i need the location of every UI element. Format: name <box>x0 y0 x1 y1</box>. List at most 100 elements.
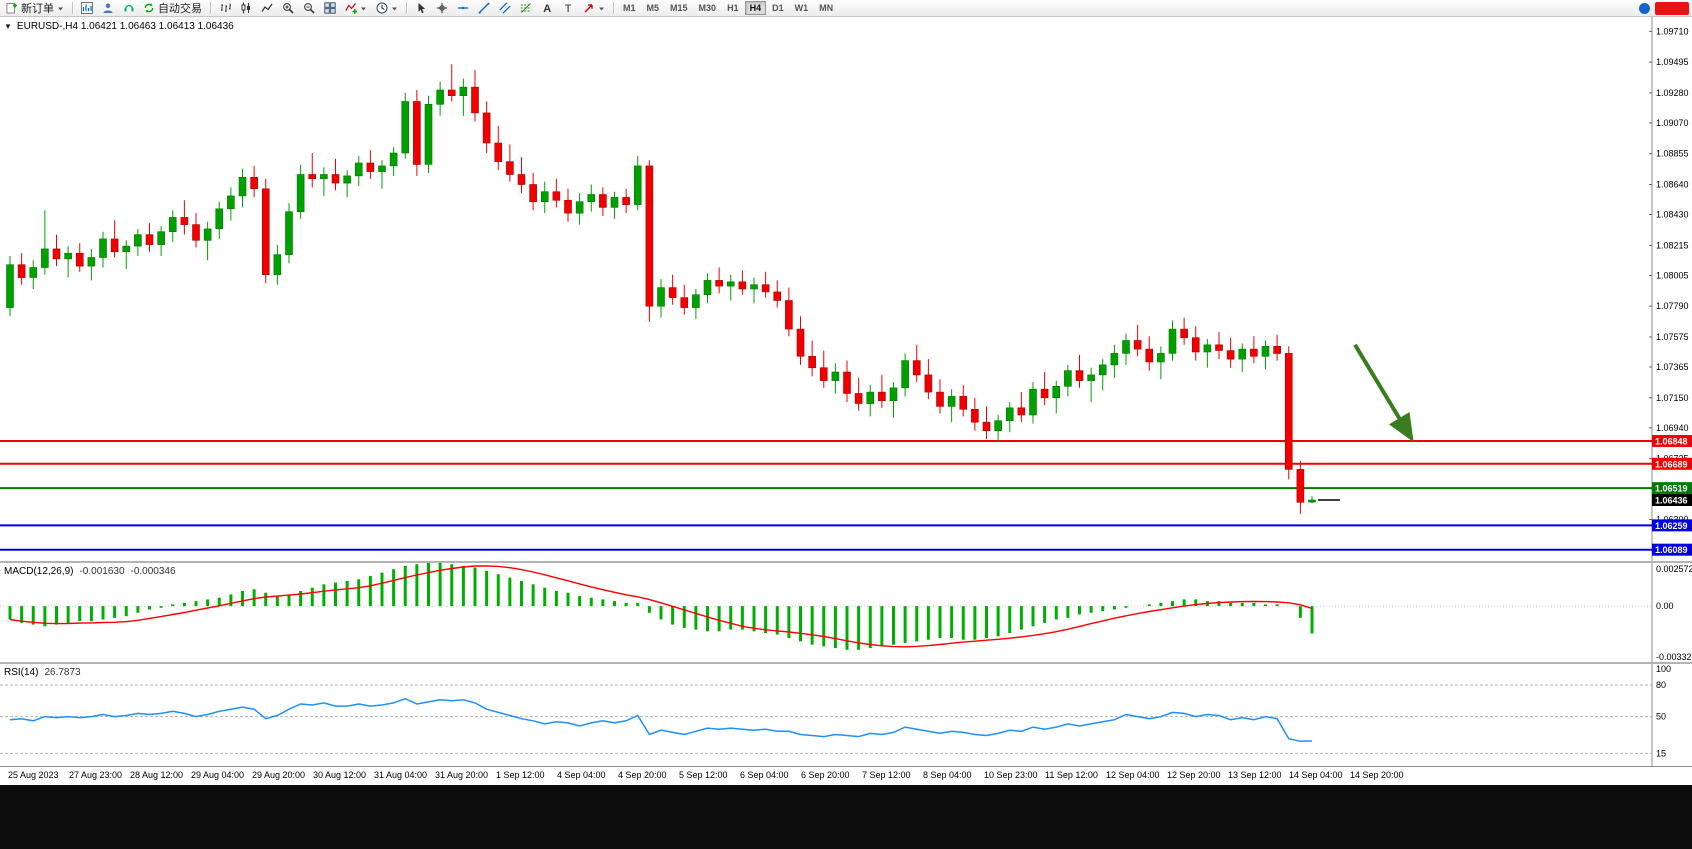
candles-layer <box>6 64 1316 514</box>
toolbar-separator <box>406 2 407 14</box>
auto-trading-button[interactable]: 自动交易 <box>139 1 206 16</box>
time-label: 5 Sep 12:00 <box>679 770 728 780</box>
timeframe-m1-button[interactable]: M1 <box>618 1 641 15</box>
bar-chart-icon <box>221 3 231 12</box>
zoom-out-button[interactable] <box>299 1 319 16</box>
label-icon: T <box>565 3 572 14</box>
price-chart-canvas[interactable]: 1.09710 1.09495 1.09280 1.09070 1.08855 1.086… <box>0 17 1692 561</box>
dropdown-caret-icon <box>361 7 366 10</box>
macd-name: MACD(12,26,9) <box>4 566 74 577</box>
symbol-ohlc-text: EURUSD-,H4 1.06421 1.06463 1.06413 1.064… <box>16 21 234 32</box>
dropdown-caret-icon <box>599 7 604 10</box>
time-label: 4 Sep 20:00 <box>618 770 667 780</box>
time-label: 10 Sep 23:00 <box>984 770 1038 780</box>
trendline-button[interactable] <box>474 1 494 16</box>
time-label: 27 Aug 23:00 <box>69 770 123 780</box>
cursor-button[interactable] <box>411 1 431 16</box>
time-label: 6 Sep 20:00 <box>801 770 850 780</box>
label-button[interactable]: T <box>558 1 578 16</box>
timeframe-w1-button[interactable]: W1 <box>790 1 814 15</box>
horizontal-line-icon <box>457 6 469 10</box>
svg-text:50: 50 <box>1656 712 1666 722</box>
fibonacci-icon <box>520 3 532 13</box>
svg-text:80: 80 <box>1656 680 1666 690</box>
status-icon[interactable] <box>1639 2 1650 14</box>
svg-text:1.09495: 1.09495 <box>1656 57 1689 67</box>
timeframe-m5-button[interactable]: M5 <box>642 1 665 15</box>
svg-text:1.06089: 1.06089 <box>1655 545 1688 555</box>
one-click-trading-toggle[interactable]: ▼ <box>4 22 12 31</box>
line-chart-icon <box>261 3 273 12</box>
rsi-canvas[interactable]: 100 80 50 15 <box>0 664 1692 766</box>
notification-badge[interactable] <box>1655 1 1689 15</box>
timeframe-h1-button[interactable]: H1 <box>722 1 744 15</box>
svg-text:1.06940: 1.06940 <box>1656 423 1689 433</box>
tile-windows-button[interactable] <box>320 1 340 16</box>
rsi-line <box>9 697 1313 743</box>
rsi-panel[interactable]: 100 80 50 15 RSI(14) 26.7873 <box>0 662 1692 766</box>
line-chart-button[interactable] <box>257 1 277 16</box>
time-label: 14 Sep 04:00 <box>1289 770 1343 780</box>
macd-canvas[interactable]: 0.002572 0.00 -0.003326 <box>0 563 1692 662</box>
svg-text:1.08215: 1.08215 <box>1656 240 1689 250</box>
macd-label: MACD(12,26,9) -0.001630 -0.000346 <box>4 566 176 577</box>
macd-panel[interactable]: 0.002572 0.00 -0.003326 MACD(12,26,9) -0.0… <box>0 561 1692 662</box>
time-label: 12 Sep 20:00 <box>1167 770 1221 780</box>
channel-button[interactable] <box>495 1 515 16</box>
svg-text:1.09710: 1.09710 <box>1656 26 1689 36</box>
indicators-button[interactable] <box>341 1 371 16</box>
timeframe-h4-button[interactable]: H4 <box>744 1 767 15</box>
svg-text:-0.003326: -0.003326 <box>1656 652 1692 662</box>
time-label: 4 Sep 04:00 <box>557 770 606 780</box>
svg-text:100: 100 <box>1656 664 1671 674</box>
charts-button[interactable] <box>77 1 97 16</box>
symbol-ohlc-label: ▼ EURUSD-,H4 1.06421 1.06463 1.06413 1.0… <box>4 21 234 32</box>
time-axis[interactable]: 25 Aug 2023 27 Aug 23:00 28 Aug 12:00 29 Au… <box>0 766 1692 785</box>
time-label: 13 Sep 12:00 <box>1228 770 1282 780</box>
crosshair-button[interactable] <box>432 1 452 16</box>
svg-text:1.06689: 1.06689 <box>1655 459 1688 469</box>
dropdown-caret-icon <box>58 7 63 10</box>
timeframe-mn-button[interactable]: MN <box>814 1 838 15</box>
zoom-in-button[interactable] <box>278 1 298 16</box>
new-order-button[interactable]: 新订单 <box>2 1 68 16</box>
indicators-icon <box>345 3 357 14</box>
toolbar-separator <box>613 2 614 14</box>
time-label: 11 Sep 12:00 <box>1045 770 1098 780</box>
price-chart-panel[interactable]: 1.09710 1.09495 1.09280 1.09070 1.08855 1.086… <box>0 17 1692 561</box>
rsi-label: RSI(14) 26.7873 <box>4 667 81 678</box>
macd-value-main: -0.001630 <box>79 566 125 577</box>
profile-button[interactable] <box>98 1 118 16</box>
toolbar-right <box>1639 1 1690 15</box>
trend-arrow-annotation[interactable] <box>1353 343 1414 443</box>
auto-trading-icon <box>144 3 154 13</box>
tile-windows-icon <box>324 2 336 14</box>
time-label: 1 Sep 12:00 <box>496 770 545 780</box>
candlestick-button[interactable] <box>236 1 256 16</box>
bottom-strip <box>0 785 1692 849</box>
arrows-button[interactable] <box>579 1 609 16</box>
timeframe-m30-button[interactable]: M30 <box>694 1 722 15</box>
periods-icon <box>376 2 388 14</box>
time-label: 29 Aug 04:00 <box>191 770 245 780</box>
timeframe-d1-button[interactable]: D1 <box>767 1 789 15</box>
time-label: 8 Sep 04:00 <box>923 770 972 780</box>
svg-text:0.002572: 0.002572 <box>1656 564 1692 574</box>
candlestick-icon <box>241 2 250 14</box>
text-button[interactable]: A <box>537 1 557 16</box>
horizontal-line-button[interactable] <box>453 1 473 16</box>
bar-chart-button[interactable] <box>215 1 235 16</box>
toolbar-separator <box>72 2 73 14</box>
auto-trading-label: 自动交易 <box>158 3 202 15</box>
timeframe-m15-button[interactable]: M15 <box>665 1 693 15</box>
fibonacci-button[interactable] <box>516 1 536 16</box>
svg-text:1.07575: 1.07575 <box>1656 332 1689 342</box>
time-label: 7 Sep 12:00 <box>862 770 911 780</box>
periods-button[interactable] <box>372 1 402 16</box>
svg-text:1.07150: 1.07150 <box>1656 393 1689 403</box>
svg-text:1.08430: 1.08430 <box>1656 210 1689 220</box>
svg-text:1.09280: 1.09280 <box>1656 88 1689 98</box>
alerts-button[interactable] <box>119 1 139 16</box>
